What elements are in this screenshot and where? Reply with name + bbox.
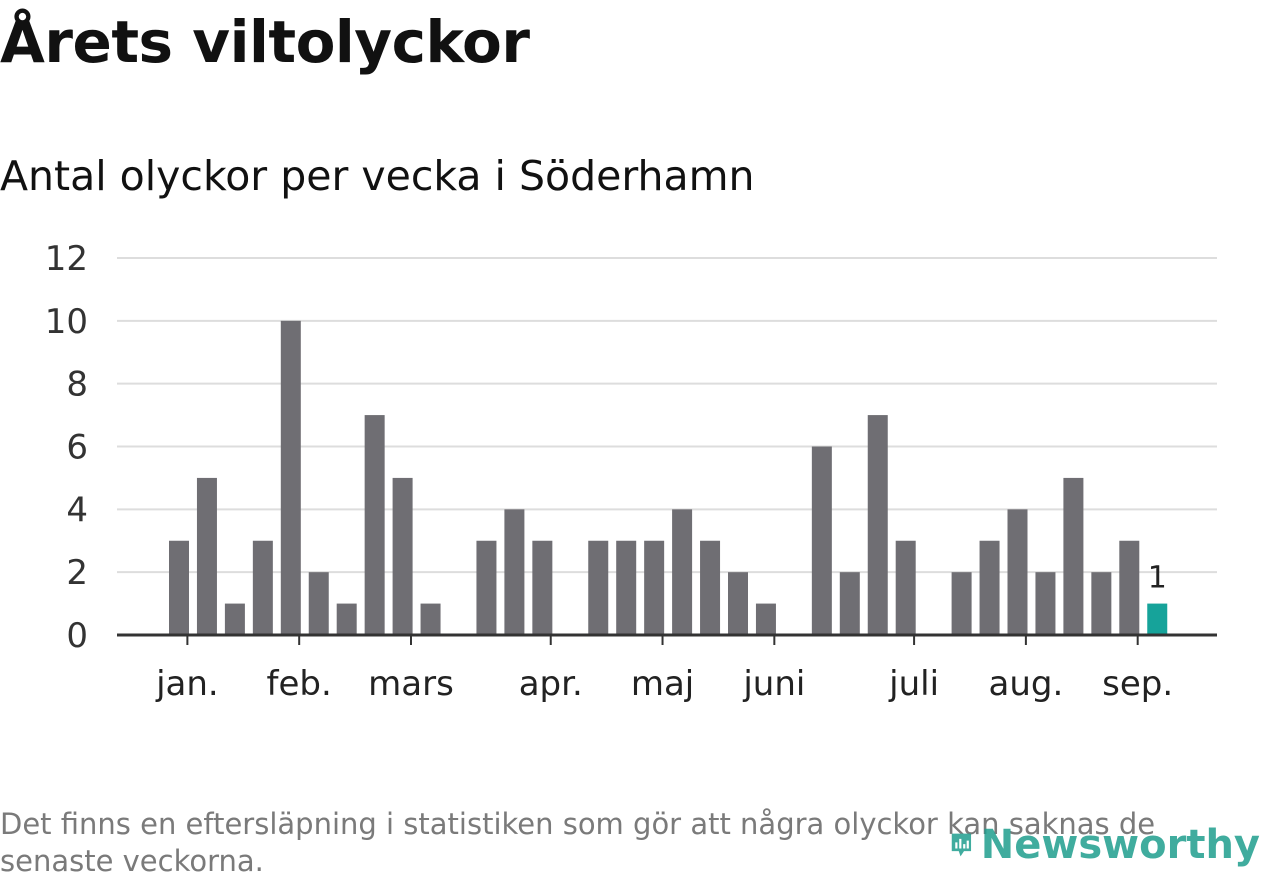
bar[interactable] <box>644 540 665 635</box>
bar-chart: 0 2 4 6 8 10 12 jan. feb. mars apr. maj juni juli aug… <box>45 239 1217 704</box>
bar[interactable] <box>504 509 525 635</box>
bar[interactable] <box>1063 477 1084 635</box>
y-tick-label: 10 <box>45 302 88 342</box>
bar[interactable] <box>1119 540 1140 635</box>
bar[interactable] <box>196 477 217 635</box>
x-tick-label: apr. <box>519 664 583 704</box>
bar[interactable] <box>951 572 972 635</box>
bar[interactable] <box>420 603 441 635</box>
bar[interactable] <box>224 603 245 635</box>
x-tick-label: jan. <box>155 664 219 704</box>
x-tick-label: mars <box>368 664 454 704</box>
bar[interactable] <box>392 477 413 635</box>
y-tick-label: 12 <box>45 239 88 279</box>
bar[interactable] <box>839 572 860 635</box>
bar[interactable] <box>700 540 721 635</box>
y-tick-label: 4 <box>66 490 88 530</box>
bar[interactable] <box>979 540 1000 635</box>
x-tick-label: juli <box>888 664 939 704</box>
brand-logo[interactable]: Newsworthy <box>950 812 1260 878</box>
bar[interactable] <box>867 415 888 635</box>
bar[interactable] <box>364 415 385 635</box>
chart-subtitle: Antal olyckor per vecka i Söderhamn <box>0 152 755 200</box>
bar[interactable] <box>895 540 916 635</box>
chart-title: Årets viltolyckor <box>0 8 530 76</box>
bar[interactable] <box>728 572 748 635</box>
newsworthy-logo-icon <box>951 833 972 857</box>
bar[interactable] <box>1091 572 1112 635</box>
bar[interactable] <box>252 540 273 635</box>
bar[interactable] <box>755 603 776 635</box>
bar[interactable] <box>476 540 497 635</box>
data-label: 1 <box>1148 561 1167 596</box>
y-axis: 0 2 4 6 8 10 12 <box>45 239 88 656</box>
bar[interactable] <box>1035 572 1056 635</box>
bar-current-week[interactable] <box>1147 603 1168 635</box>
x-tick-label: maj <box>631 664 694 704</box>
bar[interactable] <box>308 572 329 635</box>
brand-name: Newsworthy <box>980 822 1260 868</box>
y-tick-label: 8 <box>66 365 88 405</box>
bar[interactable] <box>811 446 832 636</box>
bar[interactable] <box>672 509 693 635</box>
x-axis: jan. feb. mars apr. maj juni juli aug. sep. <box>117 633 1217 704</box>
y-tick-label: 6 <box>66 428 88 468</box>
x-tick-label: aug. <box>988 664 1063 704</box>
bar[interactable] <box>532 540 553 635</box>
bar[interactable] <box>616 540 637 635</box>
x-tick-label: juni <box>742 664 805 704</box>
bar[interactable] <box>1007 509 1028 635</box>
y-tick-label: 0 <box>66 616 88 656</box>
y-tick-label: 2 <box>66 553 88 593</box>
bar[interactable] <box>169 540 189 635</box>
bar[interactable] <box>280 320 301 635</box>
bar[interactable] <box>336 603 357 635</box>
bar[interactable] <box>588 540 609 635</box>
bars <box>169 320 1168 636</box>
x-tick-label: sep. <box>1102 664 1173 704</box>
data-labels: 1 <box>1148 561 1167 596</box>
x-tick-label: feb. <box>267 664 332 704</box>
